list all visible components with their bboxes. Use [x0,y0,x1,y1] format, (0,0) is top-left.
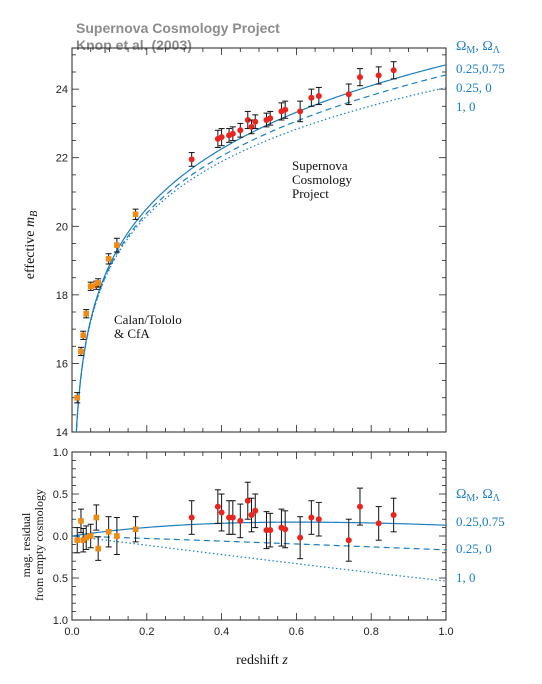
data-point-calan [105,256,112,262]
model-curve-2 [73,535,446,582]
data-point-calan [78,518,84,524]
data-point-calan [74,394,81,401]
data-point-scp [282,106,289,113]
legend-title-top: ΩM, ΩΛ [456,39,501,56]
data-point-scp [297,534,304,541]
model-curve-1 [75,74,446,432]
data-point-scp [308,514,315,521]
data-point-calan [132,526,139,533]
data-point-calan [87,283,94,290]
y-tick-label: 0.5 [53,489,68,501]
data-point-scp [229,130,236,137]
data-point-scp [252,118,259,125]
data-point-scp [375,520,382,527]
legend-bottom-entry-0: 0.25,0.75 [456,514,505,529]
y-tick-label: 0.5 [53,573,68,585]
data-point-scp [315,93,322,99]
y-tick-label: 22 [56,153,68,165]
data-point-scp [375,72,382,79]
data-point-scp [267,115,274,122]
bottom-ylabel-line1: mag. residual [19,512,33,577]
top-frame [71,47,447,433]
data-point-scp [229,514,236,521]
data-point-calan [132,211,139,218]
data-point-scp [345,537,352,544]
header-line1: Supernova Cosmology Project [76,20,280,36]
data-point-calan [95,545,101,552]
data-point-calan [105,529,112,535]
data-point-calan [80,332,87,339]
top-panel: 14 16 18 20 22 24 [56,47,447,439]
bottom-ylabel-line2: from empty cosmology [32,489,46,601]
x-tick-label: 1.0 [438,626,453,638]
annotation-scp-line2: Cosmology [292,172,352,187]
x-tick-label: 0.4 [214,626,229,638]
annotation-scp-line1: Supernova [292,158,348,173]
top-ylabel: effective mB [23,211,40,279]
data-point-calan [114,533,120,539]
y-tick-label: 24 [56,84,68,96]
data-point-scp [282,526,289,533]
data-point-scp [308,94,315,101]
annotation-scp-line3: Project [292,186,329,201]
header-line2: Knop et al. (2003) [76,37,192,53]
data-point-scp [244,497,251,504]
bottom-frame [71,451,447,621]
data-point-scp [315,516,322,523]
model-curve-0 [73,521,446,537]
data-point-calan [87,533,94,539]
data-point-calan [78,348,84,355]
data-point-scp [297,108,304,115]
data-point-calan [83,310,90,317]
y-tick-label: 18 [56,290,68,302]
annotation-calan-line2: & CfA [114,326,150,341]
bottom-panel: 0.0 0.2 0.4 0.6 0.8 1.0 1.0 0.5 0.0 0.5 1.0 [53,447,454,638]
data-point-scp [218,134,225,141]
x-tick-label: 0.2 [139,626,154,638]
model-curve-0 [75,64,446,432]
legend-top-entry-0: 0.25,0.75 [456,61,505,76]
legend-title-bottom: ΩM, ΩΛ [456,487,501,504]
y-tick-label: 20 [56,221,68,233]
data-point-scp [356,503,363,510]
y-tick-label: 1.0 [53,447,68,459]
y-tick-label: 16 [56,358,68,370]
legend-top-entry-1: 0.25, 0 [456,80,492,95]
data-point-scp [345,91,352,98]
x-tick-label: 0.6 [289,626,304,638]
data-point-calan [74,537,81,543]
data-point-calan [80,537,87,543]
data-point-calan [93,514,100,521]
data-point-scp [244,117,251,123]
xlabel: redshift z [236,653,288,668]
data-point-scp [267,527,274,534]
legend-bottom-entry-1: 0.25, 0 [456,541,492,556]
y-tick-label: 14 [56,427,68,439]
y-tick-label: 0.0 [53,531,68,543]
data-point-calan [114,242,120,248]
data-point-calan [83,534,90,541]
data-point-scp [390,67,397,74]
model-curve-2 [75,87,446,432]
legend-top-entry-2: 1, 0 [456,99,476,114]
data-point-scp [390,512,397,518]
annotation-calan-line1: Calan/Tololo [114,312,182,327]
data-point-scp [252,507,259,514]
data-point-scp [356,74,363,81]
data-point-scp [214,503,221,510]
data-point-scp [188,156,195,163]
x-tick-label: 0.0 [64,626,79,638]
data-point-scp [188,514,195,521]
x-tick-label: 0.8 [364,626,379,638]
data-point-scp [218,509,225,516]
legend-bottom-entry-2: 1, 0 [456,570,476,585]
y-tick-label: 1.0 [53,615,68,627]
data-point-scp [248,512,255,518]
data-point-calan [95,280,101,286]
data-point-scp [237,127,244,134]
data-point-scp [237,517,244,524]
